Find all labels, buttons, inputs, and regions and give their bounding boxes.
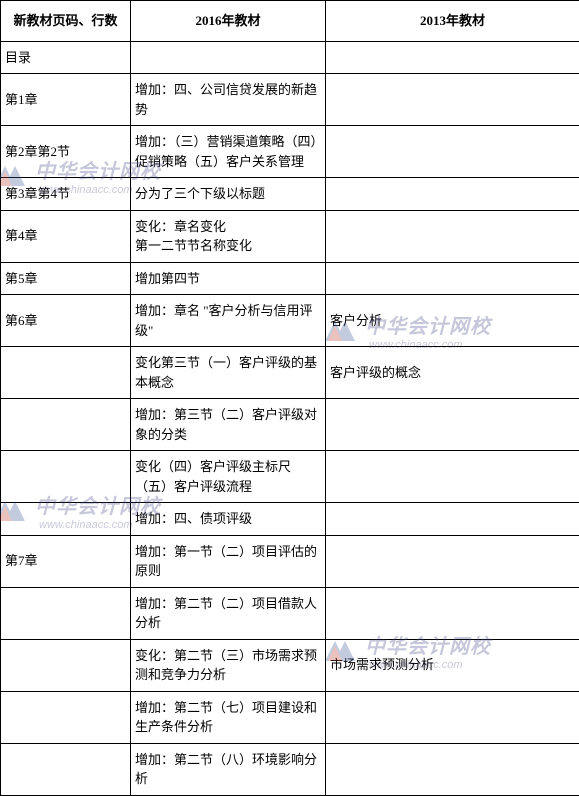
cell-2016: 变化第三节（一）客户评级的基本概念: [131, 347, 326, 399]
cell-2013: 客户分析: [326, 295, 579, 347]
cell-2013: [326, 399, 579, 451]
table-row: 增加：第二节（八）环境影响分析: [1, 743, 579, 795]
comparison-table-container: 新教材页码、行数 2016年教材 2013年教材 目录第1章增加：四、公司信贷发…: [0, 0, 579, 796]
cell-2016: 变化：章名变化 第一二节节名称变化: [131, 210, 326, 262]
table-row: 增加：第二节（二）项目借款人分析: [1, 587, 579, 639]
cell-2016: 增加：第二节（七）项目建设和生产条件分析: [131, 691, 326, 743]
cell-page-ref: 第5章: [1, 262, 131, 295]
cell-page-ref: [1, 743, 131, 795]
header-col2: 2016年教材: [131, 1, 326, 42]
cell-2013: [326, 535, 579, 587]
table-row: 目录: [1, 41, 579, 74]
header-col1: 新教材页码、行数: [1, 1, 131, 42]
cell-page-ref: 第2章第2节: [1, 126, 131, 178]
cell-2013: [326, 587, 579, 639]
cell-page-ref: 第4章: [1, 210, 131, 262]
cell-2016: 变化：第二节（三）市场需求预测和竞争力分析: [131, 639, 326, 691]
cell-2016: 增加第四节: [131, 262, 326, 295]
table-row: 变化（四）客户评级主标尺（五）客户评级流程: [1, 451, 579, 503]
table-row: 第6章增加：章名 "客户分析与信用评级"客户分析: [1, 295, 579, 347]
cell-2016: 增加：章名 "客户分析与信用评级": [131, 295, 326, 347]
cell-page-ref: [1, 691, 131, 743]
cell-2013: [326, 41, 579, 74]
cell-2016: 分为了三个下级以标题: [131, 178, 326, 211]
table-row: 第3章第4节分为了三个下级以标题: [1, 178, 579, 211]
cell-page-ref: [1, 451, 131, 503]
cell-page-ref: 第7章: [1, 535, 131, 587]
cell-2013: [326, 691, 579, 743]
table-row: 第4章变化：章名变化 第一二节节名称变化: [1, 210, 579, 262]
table-row: 第7章增加：第一节（二）项目评估的原则: [1, 535, 579, 587]
cell-2013: [326, 262, 579, 295]
table-row: 增加：第二节（七）项目建设和生产条件分析: [1, 691, 579, 743]
table-body: 目录第1章增加：四、公司信贷发展的新趋势第2章第2节增加：（三）营销渠道策略（四…: [1, 41, 579, 795]
cell-2016: 增加：第二节（八）环境影响分析: [131, 743, 326, 795]
cell-page-ref: [1, 503, 131, 536]
cell-2013: [326, 126, 579, 178]
cell-page-ref: [1, 587, 131, 639]
table-row: 增加：四、债项评级: [1, 503, 579, 536]
comparison-table: 新教材页码、行数 2016年教材 2013年教材 目录第1章增加：四、公司信贷发…: [0, 0, 579, 796]
table-row: 第1章增加：四、公司信贷发展的新趋势: [1, 74, 579, 126]
cell-page-ref: [1, 347, 131, 399]
cell-page-ref: 第1章: [1, 74, 131, 126]
header-col3: 2013年教材: [326, 1, 579, 42]
cell-2013: [326, 503, 579, 536]
cell-2016: [131, 41, 326, 74]
cell-2013: [326, 743, 579, 795]
cell-2016: 增加：（三）营销渠道策略（四）促销策略（五）客户关系管理: [131, 126, 326, 178]
cell-2013: 市场需求预测分析: [326, 639, 579, 691]
cell-2016: 增加：四、公司信贷发展的新趋势: [131, 74, 326, 126]
cell-page-ref: 第3章第4节: [1, 178, 131, 211]
table-header-row: 新教材页码、行数 2016年教材 2013年教材: [1, 1, 579, 42]
cell-page-ref: 第6章: [1, 295, 131, 347]
cell-2016: 变化（四）客户评级主标尺（五）客户评级流程: [131, 451, 326, 503]
cell-2013: [326, 74, 579, 126]
table-row: 增加：第三节（二）客户评级对象的分类: [1, 399, 579, 451]
cell-2013: [326, 451, 579, 503]
cell-page-ref: [1, 639, 131, 691]
cell-2016: 增加：第三节（二）客户评级对象的分类: [131, 399, 326, 451]
cell-2016: 增加：第一节（二）项目评估的原则: [131, 535, 326, 587]
cell-2016: 增加：四、债项评级: [131, 503, 326, 536]
cell-2013: [326, 210, 579, 262]
table-row: 第2章第2节增加：（三）营销渠道策略（四）促销策略（五）客户关系管理: [1, 126, 579, 178]
cell-2013: [326, 178, 579, 211]
cell-2013: 客户评级的概念: [326, 347, 579, 399]
table-row: 变化：第二节（三）市场需求预测和竞争力分析市场需求预测分析: [1, 639, 579, 691]
table-row: 第5章增加第四节: [1, 262, 579, 295]
cell-page-ref: [1, 399, 131, 451]
cell-2016: 增加：第二节（二）项目借款人分析: [131, 587, 326, 639]
table-row: 变化第三节（一）客户评级的基本概念客户评级的概念: [1, 347, 579, 399]
cell-page-ref: 目录: [1, 41, 131, 74]
